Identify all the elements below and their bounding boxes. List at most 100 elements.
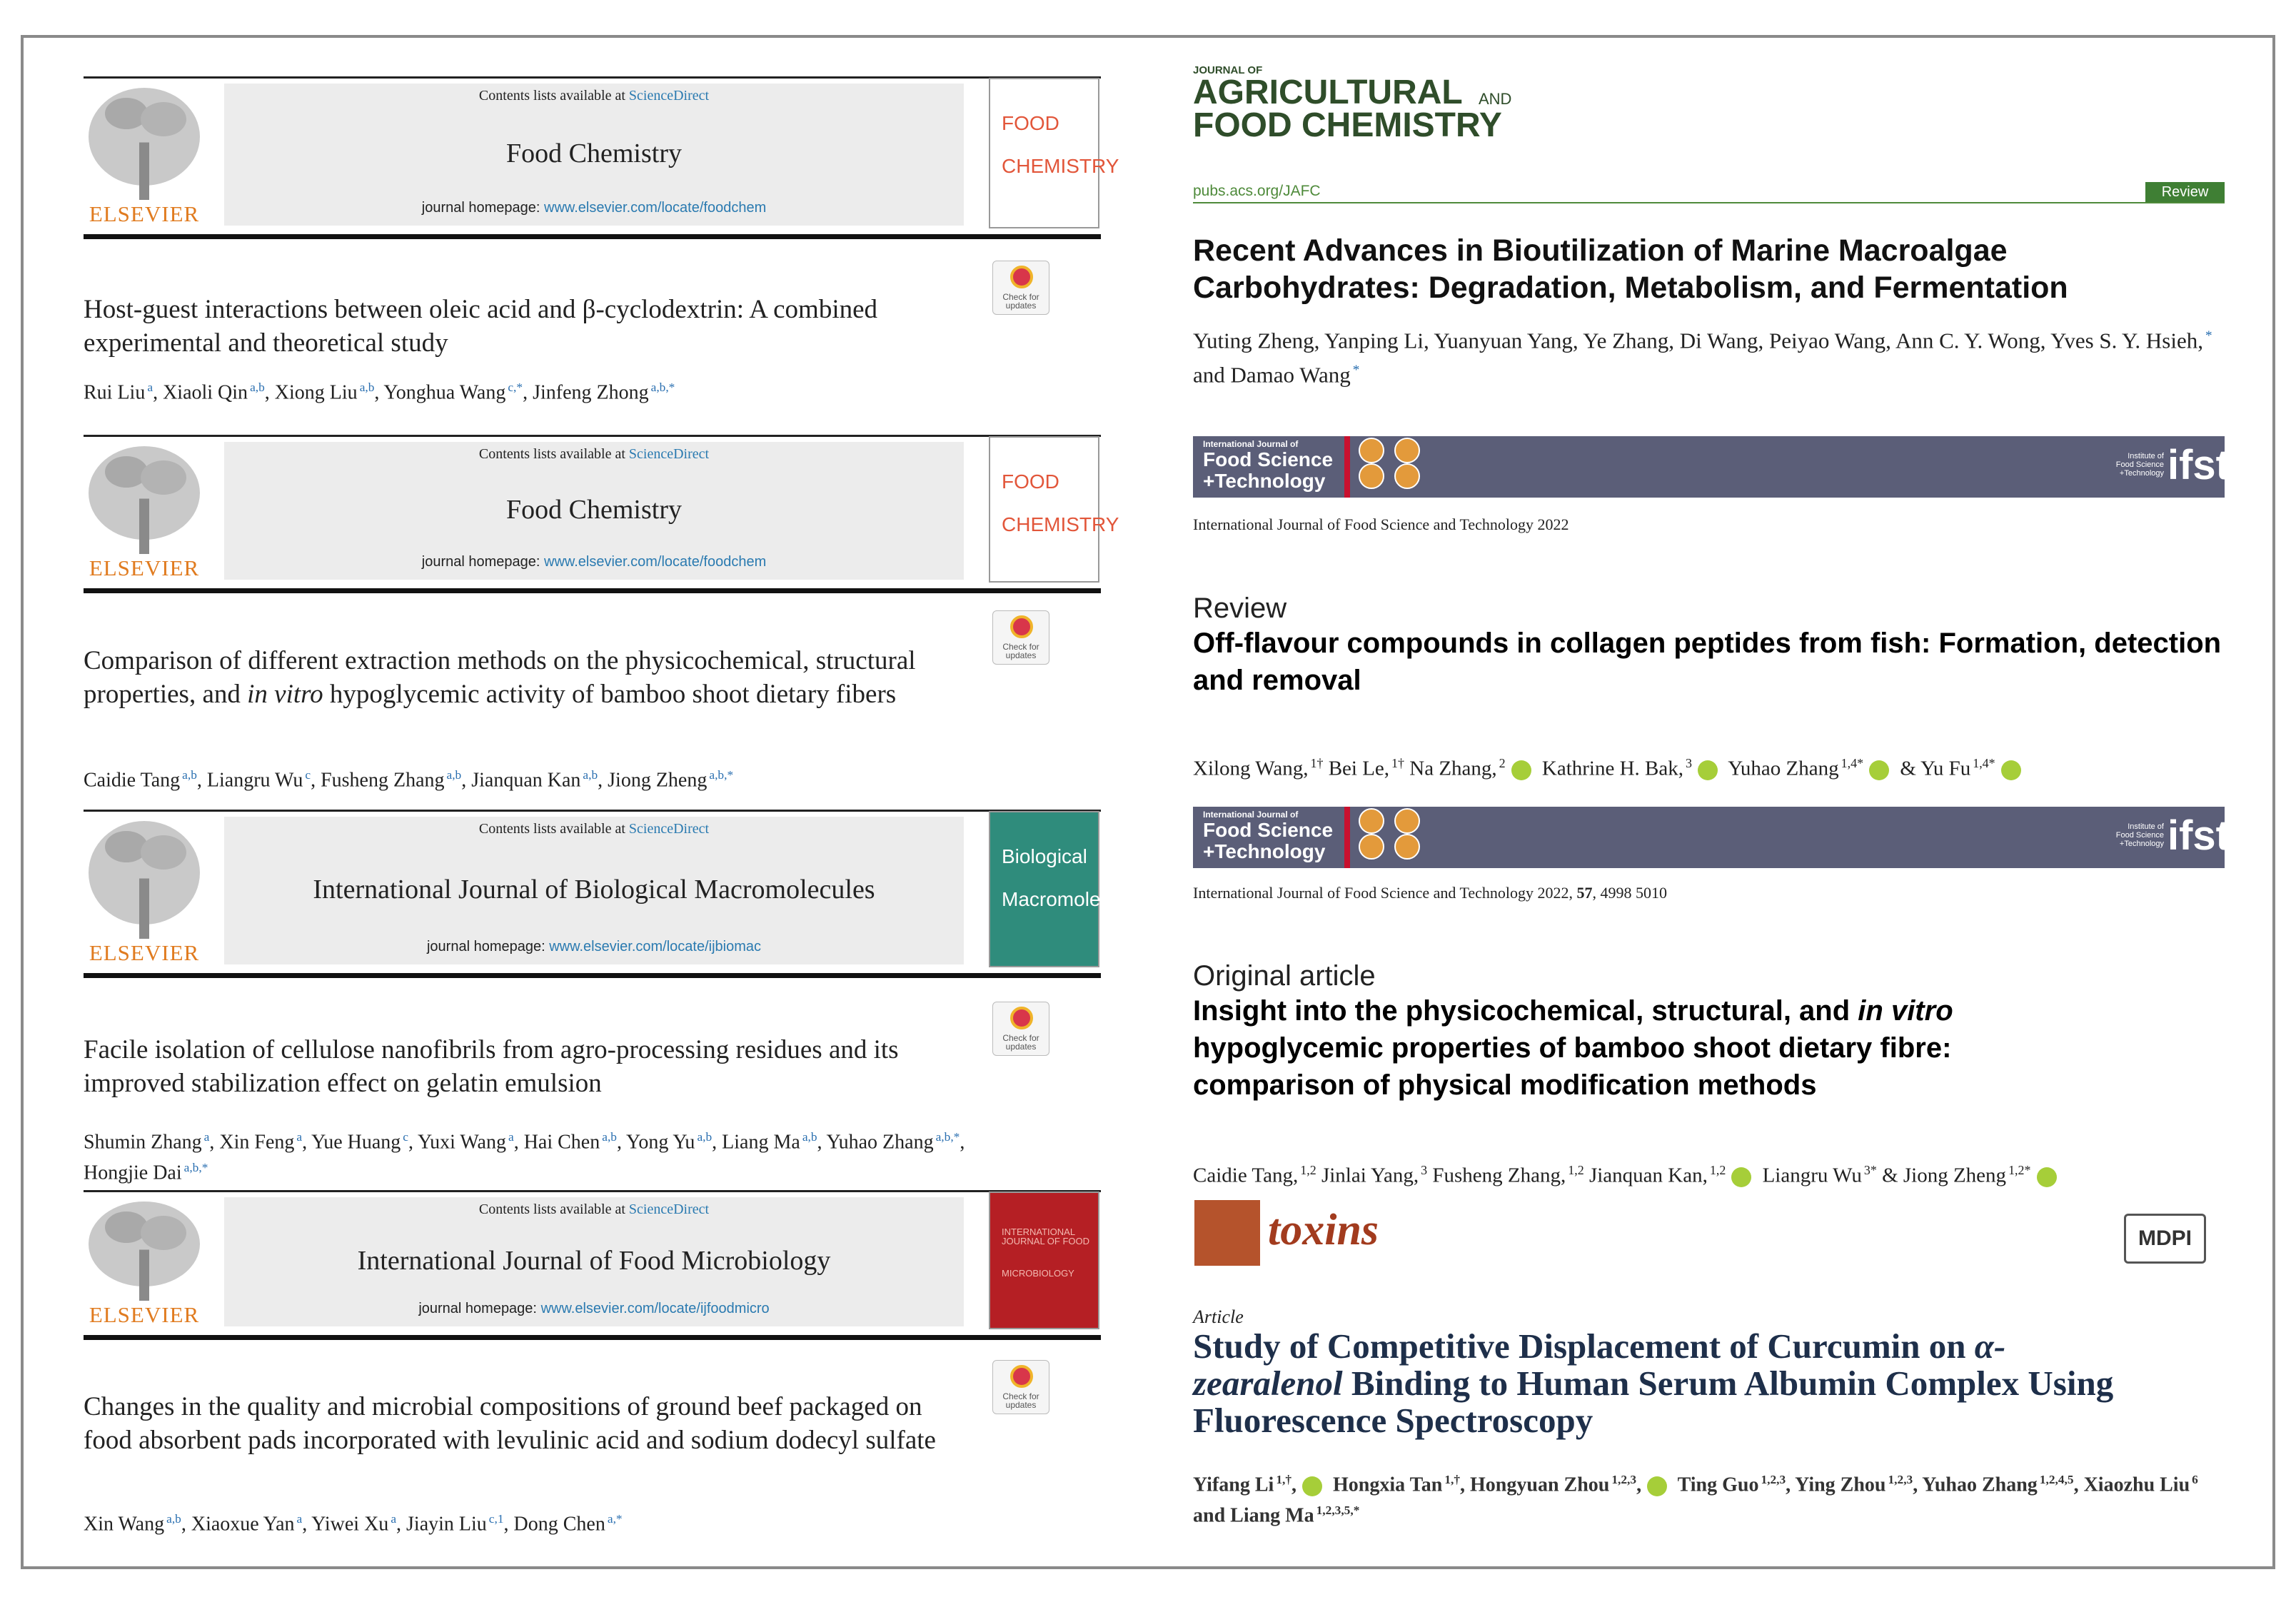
contents-text: Contents lists available at [478,1202,625,1217]
banner-name: Food Science [1203,819,1334,841]
journal-cover: FOOD CHEMISTRY [989,78,1119,228]
journal-cover: Biological Macromolecules [989,811,1147,967]
homepage-label: journal homepage: [421,554,540,570]
author-name: Xin Wang [84,1513,165,1536]
sciencedirect-link: ScienceDirect [628,446,710,462]
header-top-rule [84,1190,1101,1192]
author-separator: , [503,1513,509,1536]
author-name: Yuhao Zhang [826,1131,934,1154]
author-affiliation: a,b [250,381,265,394]
institute-text: Institute of [2128,822,2164,831]
author-separator: , [374,381,380,404]
ifst-banner: International Journal of Food Science +Tec… [1193,807,2230,868]
article-title: Facile isolation of cellulose nanofibril… [84,1033,972,1100]
title-segment: International Journal of Food Science an… [1193,515,1569,533]
title-segment: Host-guest interactions between oleic ac… [84,295,878,358]
check-icon [1010,1365,1033,1388]
author-name: Yifang Li [1193,1473,1274,1496]
cover-title: Biological [1002,845,1087,867]
journal-name: International Journal of Food Microbiolo… [357,1245,831,1276]
check-icon [1010,266,1033,288]
article-title: Changes in the quality and microbial com… [84,1390,972,1457]
institute-text: Food Science [2115,460,2164,469]
author-name: Yu Fu [1920,757,1971,780]
journal-cover: FOOD CHEMISTRY [989,436,1119,583]
journal-box: Contents lists available at ScienceDirec… [224,817,964,964]
orcid-icon [1731,1167,1752,1187]
author-conjunction: & [1900,757,1916,780]
author-affiliation: a,* [607,1512,623,1526]
author-affiliation: a [391,1512,397,1526]
title-segment: Off-flavour compounds in collagen peptid… [1193,628,2222,696]
author-name: Jianquan Kan [471,769,581,792]
author-separator: , [302,1513,308,1536]
author-name: Jinfeng Zhong [533,381,649,404]
institute-text: Food Science [2115,831,2164,840]
header-top-rule [84,435,1101,437]
author-separator: , [396,1513,402,1536]
banner-name: Food Science [1203,448,1334,470]
author-name: Ye Zhang, [1583,328,1675,353]
mdpi-logo: MDPI [2124,1214,2206,1264]
author-name: Yiwei Xu [311,1513,389,1536]
article-title: Host-guest interactions between oleic ac… [84,293,972,360]
author-name: Caidie Tang [84,769,181,792]
title-segment: International Journal of Food Science an… [1193,884,1577,902]
author-affiliation: a,b [166,1512,181,1526]
title-segment: hypoglycemic properties of bamboo shoot … [1193,1032,1952,1101]
elsevier-tree [89,88,200,200]
title-segment: 57 [1576,884,1593,902]
contents-line: Contents lists available at ScienceDirec… [224,446,964,463]
author-separator: , [1292,1473,1297,1496]
homepage-label: journal homepage: [426,939,545,954]
author-affiliation: 1,2 [1709,1163,1726,1177]
title-segment: in vitro [247,680,323,709]
header-bottom-rule [84,1335,1101,1340]
author-separator: , [461,769,467,792]
author-separator: , [1460,1473,1466,1496]
author-name: Jinlai Yang, [1321,1164,1419,1187]
journal-box: Contents lists available at ScienceDirec… [224,1197,964,1326]
author-name: Ying Zhou [1795,1473,1886,1496]
banner-small: International Journal of [1203,439,1299,449]
article-title: Comparison of different extraction metho… [84,644,972,711]
author-name: Liangru Wu [206,769,303,792]
author-name: Bei Le, [1328,757,1390,780]
author-affiliation: a [296,1512,303,1526]
author-affiliation: 1,4* [1973,756,1995,770]
publisher-name: ELSEVIER [89,201,200,226]
article-authors: Xilong Wang, 1† Bei Le, 1† Na Zhang, 2 Kath… [1193,750,2225,782]
journal-name: Food Chemistry [506,138,682,168]
orcid-icon [1511,760,1531,780]
jafc-journal-of: JOURNAL OF [1193,64,1263,76]
author-name: Liang Ma [1230,1504,1314,1527]
author-affiliation: a,b [697,1130,713,1144]
author-name: Yves S. Y. Hsieh, [2050,328,2203,353]
elsevier-logo: ELSEVIER [84,1199,205,1331]
author-name: Fusheng Zhang, [1432,1164,1566,1187]
homepage-url: www.elsevier.com/locate/ijfoodmicro [540,1301,770,1316]
orcid-icon [1302,1476,1323,1496]
ifst-mark: ifst [2167,442,2230,488]
homepage-line: journal homepage: www.elsevier.com/locat… [224,1301,964,1317]
author-separator: , [960,1131,965,1154]
author-name: Kathrine H. Bak, [1541,757,1684,780]
author-name: Di Wang, [1679,328,1764,353]
sciencedirect-link: ScienceDirect [628,1202,710,1217]
toxins-logo: toxins [1268,1206,1379,1254]
check-icon [1010,615,1033,638]
author-separator: , [311,769,316,792]
homepage-line: journal homepage: www.elsevier.com/locat… [224,200,964,216]
elsevier-logo: ELSEVIER [84,443,205,584]
author-name: Ann C. Y. Wong, [1895,328,2046,353]
title-segment: Changes in the quality and microbial com… [84,1392,936,1455]
author-affiliation: a [296,1130,303,1144]
author-name: Yuting Zheng, [1193,328,1320,353]
banner-food-image [1359,463,1384,489]
institute-text: +Technology [2119,469,2164,478]
author-name: Jiong Zheng [1903,1164,2007,1187]
author-name: Hongxia Tan [1333,1473,1443,1496]
elsevier-tree [89,821,200,939]
author-name: Dong Chen [513,1513,605,1536]
banner-name: +Technology [1203,470,1326,492]
